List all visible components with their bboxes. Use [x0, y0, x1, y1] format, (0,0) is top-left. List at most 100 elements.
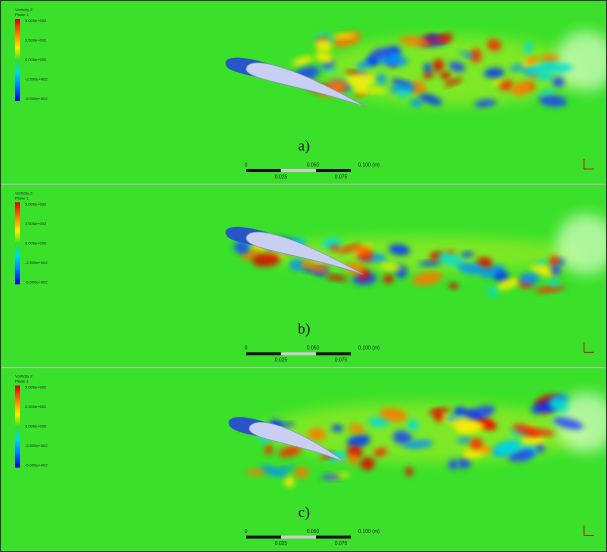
vortex-blob: [399, 36, 432, 47]
vortex-blob: [373, 447, 388, 457]
vortex-blob: [523, 41, 533, 54]
vortex-blob: [487, 287, 499, 297]
legend-tick-label: 0.000e+000: [25, 240, 47, 245]
vortex-blob: [403, 439, 433, 449]
axis-triad: [583, 525, 594, 537]
vortex-blob: [321, 474, 341, 480]
vortex-blob: [315, 39, 333, 53]
vortex-blob: [283, 475, 295, 488]
scale-label: 0.075: [335, 174, 348, 180]
vortex-blob: [371, 47, 392, 59]
vortex-blob: [474, 99, 497, 108]
vortex-blob: [487, 39, 502, 52]
legend-tick-label: 0.000e+000: [25, 424, 47, 429]
legend-title: Vorticity Z: [15, 374, 33, 379]
vortex-blob: [469, 405, 496, 419]
scale-label: 0.050: [307, 162, 320, 168]
legend-subtitle: Plane 1: [15, 379, 29, 384]
vortex-blob: [508, 449, 536, 462]
scale-bar: [281, 169, 316, 172]
vortex-blob: [346, 73, 376, 87]
scale-label: 0.100 (m): [358, 529, 380, 535]
vortex-blob: [332, 33, 356, 39]
vortex-blob: [528, 72, 539, 79]
vortex-blob: [410, 81, 427, 95]
vortex-blob: [451, 417, 479, 430]
vortex-blob: [264, 445, 274, 456]
legend-tick-label: 2.500e+002: [25, 38, 47, 43]
vortex-blob: [479, 447, 493, 453]
legend-subtitle: Plane 1: [15, 12, 29, 17]
scale-label: 0: [245, 529, 248, 535]
vortex-blob: [278, 446, 302, 457]
vortex-blob: [457, 436, 472, 444]
vortex-blob: [360, 457, 375, 471]
scale-label: 0.075: [335, 358, 348, 364]
vortex-blob: [457, 262, 487, 275]
legend-tick-label: -2.500e+002: [25, 260, 48, 265]
vortex-blob: [258, 466, 289, 477]
color-bar: [15, 202, 20, 285]
vortex-blob: [469, 48, 482, 63]
wake-haze: [556, 214, 606, 275]
vortex-blob: [346, 434, 371, 448]
vortex-blob: [553, 417, 584, 430]
vortex-blob: [252, 253, 281, 267]
vortex-blob: [459, 51, 476, 58]
vortex-blob: [388, 244, 411, 256]
vortex-blob: [499, 80, 514, 91]
vortex-blob: [300, 260, 312, 268]
scale-label: 0.100 (m): [358, 162, 380, 168]
vortex-blob: [419, 93, 443, 106]
vortex-blob: [535, 285, 566, 293]
vortex-blob: [233, 241, 250, 255]
scale-label: 0.075: [335, 541, 348, 547]
vortex-blob: [460, 251, 475, 258]
scale-bar: [316, 352, 351, 356]
vortex-blob: [325, 274, 348, 281]
vortex-blob: [306, 263, 330, 274]
vortex-blob: [246, 468, 267, 476]
vortex-blob: [289, 258, 305, 271]
vortex-blob: [547, 279, 561, 287]
vortex-blob: [549, 398, 569, 412]
vortex-blob: [397, 90, 410, 98]
vortex-blob: [412, 271, 443, 286]
legend-tick-label: -5.000e+002: [25, 279, 48, 284]
vortex-blob: [538, 89, 556, 96]
legend-tick-label: -5.000e+002: [25, 463, 48, 468]
vortex-blob: [343, 262, 366, 276]
vortex-blob: [534, 260, 551, 267]
scale-bar: [281, 352, 316, 356]
vortex-blob: [353, 247, 371, 255]
vortex-blob: [540, 54, 559, 64]
vortex-blob: [432, 59, 444, 72]
vortex-blob: [496, 277, 521, 291]
legend-title: Vorticity Z: [15, 190, 33, 195]
legend-tick-label: 2.500e+002: [25, 404, 47, 409]
vortex-blob: [448, 282, 459, 290]
scale-label: 0: [245, 346, 248, 352]
vortex-blob: [392, 430, 412, 445]
vortex-blob: [418, 260, 442, 266]
vortex-blob: [431, 36, 452, 43]
vortex-blob: [440, 71, 452, 80]
scale-bar: [316, 169, 351, 172]
vortex-blob: [315, 51, 333, 64]
vortex-blob: [407, 419, 419, 432]
scale-label: 0.050: [307, 529, 320, 535]
scale-bar: [246, 352, 281, 356]
legend-tick-label: 5.000e+002: [25, 18, 47, 23]
panel-background: [1, 367, 606, 551]
scale-label: 0: [245, 162, 248, 168]
vortex-blob: [379, 408, 408, 422]
vortex-blob: [527, 61, 556, 74]
vortex-blob: [535, 444, 545, 453]
airfoil: [245, 62, 367, 108]
scale-label: 0.025: [275, 358, 288, 364]
color-bar: [15, 19, 20, 101]
